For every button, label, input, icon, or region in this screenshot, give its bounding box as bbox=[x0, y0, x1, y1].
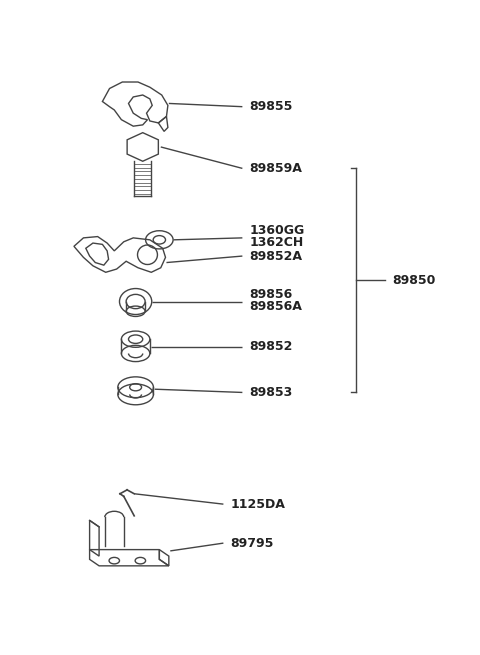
Text: 89852: 89852 bbox=[250, 341, 293, 354]
Text: 89859A: 89859A bbox=[250, 162, 302, 175]
Text: 89856: 89856 bbox=[250, 288, 293, 301]
Text: 1362CH: 1362CH bbox=[250, 236, 304, 249]
Text: 89856A: 89856A bbox=[250, 299, 302, 312]
Text: 1360GG: 1360GG bbox=[250, 224, 305, 237]
Text: 89850: 89850 bbox=[392, 274, 435, 287]
Text: 89853: 89853 bbox=[250, 386, 293, 399]
Text: 1125DA: 1125DA bbox=[230, 498, 286, 511]
Text: 89855: 89855 bbox=[250, 100, 293, 113]
Text: 89795: 89795 bbox=[230, 536, 274, 550]
Text: 89852A: 89852A bbox=[250, 250, 302, 263]
